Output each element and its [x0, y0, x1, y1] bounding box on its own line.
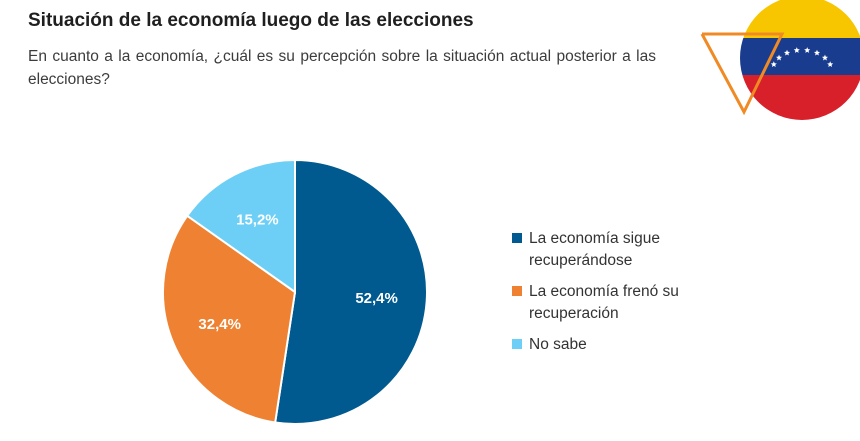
flag-star: [783, 49, 791, 56]
flag-star: [804, 47, 811, 53]
pie-chart: 52,4% 32,4% 15,2%: [162, 158, 428, 425]
chart-legend: La economía sigue recuperándose La econo…: [512, 228, 714, 365]
flag-star: [827, 61, 834, 68]
pie-data-label: 52,4%: [355, 290, 398, 307]
flag-star: [821, 54, 829, 61]
legend-item-no-sabe: No sabe: [512, 334, 714, 356]
flag-star: [813, 49, 821, 56]
legend-item-sigue-recuperandose: La economía sigue recuperándose: [512, 228, 714, 272]
pie-slice-no-sabe: [185, 158, 296, 294]
pie-slice-freno-recuperacion: [162, 214, 297, 424]
venezuela-flag-icon: [690, 0, 860, 125]
chart-subtitle: En cuanto a la economía, ¿cuál es su per…: [28, 48, 656, 88]
flag-star: [770, 61, 777, 68]
legend-label: No sabe: [529, 336, 587, 353]
flag-star: [793, 47, 800, 53]
pie-data-label: 32,4%: [198, 316, 241, 333]
legend-label: La economía frenó su recuperación: [529, 283, 679, 322]
legend-swatch: [512, 339, 522, 349]
chart-title: Situación de la economía luego de las el…: [28, 10, 474, 31]
pie-slice-sigue-recuperandose: [274, 158, 428, 425]
legend-item-freno-recuperacion: La economía frenó su recuperación: [512, 281, 714, 325]
legend-label: La economía sigue recuperándose: [529, 230, 660, 269]
legend-swatch: [512, 233, 522, 243]
pie-data-label: 15,2%: [236, 211, 279, 228]
legend-swatch: [512, 286, 522, 296]
flag-star: [775, 54, 783, 61]
